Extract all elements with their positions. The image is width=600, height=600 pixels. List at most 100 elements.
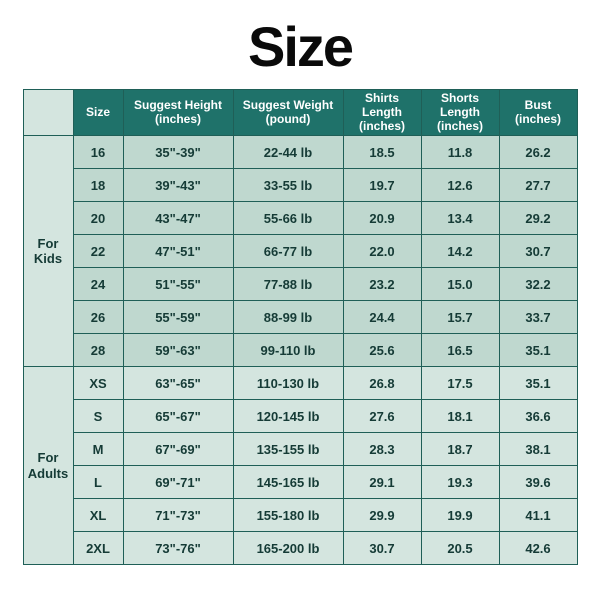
cell-bust: 42.6 (499, 532, 577, 565)
cell-shirts: 29.1 (343, 466, 421, 499)
cell-shorts: 13.4 (421, 202, 499, 235)
table-row: ForAdultsXS63"-65"110-130 lb26.817.535.1 (23, 367, 577, 400)
cell-size: 24 (73, 268, 123, 301)
table-row: 1839"-43"33-55 lb19.712.627.7 (23, 169, 577, 202)
table-row: 2XL73"-76"165-200 lb30.720.542.6 (23, 532, 577, 565)
cell-size: XS (73, 367, 123, 400)
header-weight: Suggest Weight (pound) (233, 90, 343, 136)
cell-height: 35"-39" (123, 136, 233, 169)
cell-height: 63"-65" (123, 367, 233, 400)
cell-height: 43"-47" (123, 202, 233, 235)
cell-weight: 22-44 lb (233, 136, 343, 169)
cell-shirts: 18.5 (343, 136, 421, 169)
cell-size: 2XL (73, 532, 123, 565)
cell-bust: 35.1 (499, 367, 577, 400)
cell-bust: 35.1 (499, 334, 577, 367)
cell-bust: 41.1 (499, 499, 577, 532)
header-shorts: Shorts Length (inches) (421, 90, 499, 136)
cell-weight: 55-66 lb (233, 202, 343, 235)
cell-shorts: 18.7 (421, 433, 499, 466)
header-blank (23, 90, 73, 136)
cell-bust: 33.7 (499, 301, 577, 334)
cell-bust: 32.2 (499, 268, 577, 301)
table-row: 2043"-47"55-66 lb20.913.429.2 (23, 202, 577, 235)
cell-size: 22 (73, 235, 123, 268)
table-row: L69"-71"145-165 lb29.119.339.6 (23, 466, 577, 499)
cell-bust: 30.7 (499, 235, 577, 268)
cell-shorts: 12.6 (421, 169, 499, 202)
cell-weight: 155-180 lb (233, 499, 343, 532)
cell-shirts: 20.9 (343, 202, 421, 235)
cell-shorts: 15.0 (421, 268, 499, 301)
cell-height: 51"-55" (123, 268, 233, 301)
cell-shirts: 28.3 (343, 433, 421, 466)
cell-height: 67"-69" (123, 433, 233, 466)
cell-bust: 36.6 (499, 400, 577, 433)
cell-shorts: 11.8 (421, 136, 499, 169)
table-row: ForKids1635"-39"22-44 lb18.511.826.2 (23, 136, 577, 169)
header-shirts: Shirts Length (inches) (343, 90, 421, 136)
cell-weight: 77-88 lb (233, 268, 343, 301)
cell-shorts: 20.5 (421, 532, 499, 565)
cell-weight: 110-130 lb (233, 367, 343, 400)
table-row: S65"-67"120-145 lb27.618.136.6 (23, 400, 577, 433)
cell-shorts: 19.3 (421, 466, 499, 499)
cell-shorts: 14.2 (421, 235, 499, 268)
header-size: Size (73, 90, 123, 136)
cell-shirts: 29.9 (343, 499, 421, 532)
cell-bust: 29.2 (499, 202, 577, 235)
cell-height: 73"-76" (123, 532, 233, 565)
cell-height: 47"-51" (123, 235, 233, 268)
cell-weight: 135-155 lb (233, 433, 343, 466)
cell-weight: 145-165 lb (233, 466, 343, 499)
cell-shorts: 19.9 (421, 499, 499, 532)
cell-shirts: 22.0 (343, 235, 421, 268)
table-row: M67"-69"135-155 lb28.318.738.1 (23, 433, 577, 466)
cell-shirts: 26.8 (343, 367, 421, 400)
header-row: Size Suggest Height (inches) Suggest Wei… (23, 90, 577, 136)
header-bust: Bust (inches) (499, 90, 577, 136)
cell-height: 69"-71" (123, 466, 233, 499)
table-body: ForKids1635"-39"22-44 lb18.511.826.21839… (23, 136, 577, 565)
cell-size: 26 (73, 301, 123, 334)
cell-height: 59"-63" (123, 334, 233, 367)
page-title: Size (248, 14, 352, 79)
cell-bust: 27.7 (499, 169, 577, 202)
table-row: 2859"-63"99-110 lb25.616.535.1 (23, 334, 577, 367)
table-row: XL71"-73"155-180 lb29.919.941.1 (23, 499, 577, 532)
cell-shorts: 16.5 (421, 334, 499, 367)
cell-shorts: 15.7 (421, 301, 499, 334)
cell-bust: 38.1 (499, 433, 577, 466)
cell-shorts: 17.5 (421, 367, 499, 400)
cell-shirts: 19.7 (343, 169, 421, 202)
cell-size: 20 (73, 202, 123, 235)
cell-shirts: 25.6 (343, 334, 421, 367)
cell-shirts: 23.2 (343, 268, 421, 301)
cell-weight: 120-145 lb (233, 400, 343, 433)
cell-size: 18 (73, 169, 123, 202)
cell-height: 39"-43" (123, 169, 233, 202)
cell-shirts: 24.4 (343, 301, 421, 334)
table-row: 2247"-51"66-77 lb22.014.230.7 (23, 235, 577, 268)
cell-weight: 99-110 lb (233, 334, 343, 367)
cell-weight: 66-77 lb (233, 235, 343, 268)
cell-size: XL (73, 499, 123, 532)
table-row: 2655"-59"88-99 lb24.415.733.7 (23, 301, 577, 334)
cell-bust: 26.2 (499, 136, 577, 169)
cell-shirts: 30.7 (343, 532, 421, 565)
cell-size: 16 (73, 136, 123, 169)
cell-height: 65"-67" (123, 400, 233, 433)
cell-shirts: 27.6 (343, 400, 421, 433)
cell-weight: 33-55 lb (233, 169, 343, 202)
cell-size: 28 (73, 334, 123, 367)
cell-shorts: 18.1 (421, 400, 499, 433)
cell-height: 71"-73" (123, 499, 233, 532)
header-height: Suggest Height (inches) (123, 90, 233, 136)
cell-size: L (73, 466, 123, 499)
size-table: Size Suggest Height (inches) Suggest Wei… (23, 89, 578, 565)
table-row: 2451"-55"77-88 lb23.215.032.2 (23, 268, 577, 301)
cell-weight: 88-99 lb (233, 301, 343, 334)
group-label: ForKids (23, 136, 73, 367)
cell-height: 55"-59" (123, 301, 233, 334)
cell-size: M (73, 433, 123, 466)
